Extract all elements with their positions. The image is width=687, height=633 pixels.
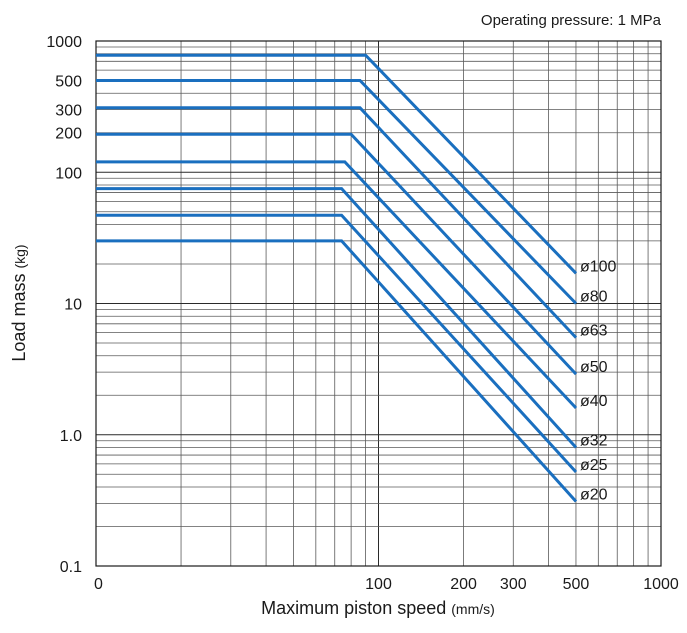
y-tick-label: 1000 [46,34,82,51]
series-line [96,106,578,339]
y-tick-label: 10 [64,297,82,314]
series-line [96,187,578,449]
series-label: ø100 [580,258,617,275]
x-axis-unit: (mm/s) [451,601,495,617]
x-tick-label: 500 [563,576,590,593]
y-tick-label: 1.0 [60,428,82,445]
series-labels: ø100 ø80 ø63 ø50 ø40 ø32 ø25 ø20 [580,258,617,503]
series-label: ø40 [580,393,608,410]
y-tick-label: 300 [55,103,82,120]
y-tick-label: 500 [55,74,82,91]
y-tick-label: 0.1 [60,559,82,576]
tick-labels: 0 100 200 300 500 1000 0.1 1.0 10 100 200 300 500 100… [46,34,678,593]
series-label: ø25 [580,457,608,474]
series-line [96,53,578,275]
x-tick-label: 100 [365,576,392,593]
series-label: ø20 [580,487,608,504]
series-line [96,132,578,376]
x-tick-label: 1000 [643,576,679,593]
series-line [96,213,578,474]
y-tick-label: 100 [55,165,82,182]
series-line [96,79,578,305]
pressure-note: Operating pressure: 1 MPa [481,12,662,29]
series-lines [96,53,578,503]
y-axis-title: Load mass (kg) [9,244,29,361]
series-line [96,239,578,503]
x-tick-label: 0 [94,576,103,593]
x-tick-label: 300 [500,576,527,593]
y-axis-unit: (kg) [12,244,28,268]
x-tick-label: 200 [450,576,477,593]
plot-frame [95,40,662,567]
x-axis-title: Maximum piston speed (mm/s) [261,598,495,618]
series-label: ø80 [580,289,608,306]
y-tick-label: 200 [55,126,82,143]
grid [96,41,661,566]
series-label: ø50 [580,359,608,376]
y-axis-label: Load mass [9,274,29,362]
series-label: ø63 [580,323,608,340]
series-line [96,160,578,410]
x-axis-label: Maximum piston speed [261,598,446,618]
series-label: ø32 [580,432,608,449]
